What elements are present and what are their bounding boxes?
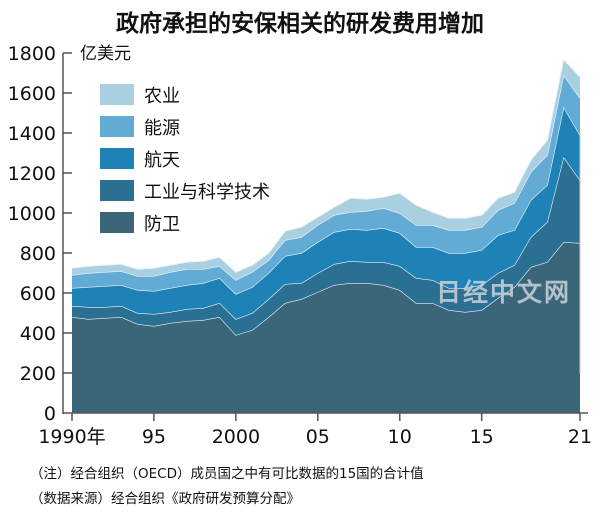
- y-tick-label: 1200: [8, 163, 56, 185]
- y-tick-label: 1600: [8, 83, 56, 105]
- x-tick-label: 95: [142, 426, 166, 448]
- x-tick-label: 10: [388, 426, 412, 448]
- y-tick-label: 0: [44, 403, 56, 425]
- chart-note: （注）经合组织（OECD）成员国之中有可比数据的15国的合计值: [30, 466, 424, 482]
- watermark: 日经中文网: [436, 278, 571, 307]
- legend-label: 能源: [144, 118, 180, 139]
- y-tick-label: 800: [20, 243, 56, 265]
- legend-label: 农业: [144, 86, 180, 107]
- chart-source: （数据来源）经合组织《政府研发预算分配》: [30, 491, 300, 507]
- area-series-4: [72, 59, 580, 280]
- y-axis-unit: 亿美元: [80, 44, 131, 64]
- series-line-4: [71, 57, 581, 273]
- x-tick-label: 05: [306, 426, 330, 448]
- legend-swatch: [100, 180, 134, 201]
- x-tick-label: 21: [568, 426, 592, 448]
- chart-title: 政府承担的安保相关的研发费用增加: [116, 11, 484, 37]
- y-tick-label: 200: [20, 363, 56, 385]
- legend-label: 航天: [144, 150, 180, 171]
- x-tick-label: 1990年: [38, 426, 105, 448]
- y-tick-label: 1800: [8, 43, 56, 65]
- legend-swatch: [100, 116, 134, 137]
- y-tick-label: 600: [20, 283, 56, 305]
- area-series-3: [72, 75, 580, 294]
- area-series-2: [72, 107, 580, 319]
- legend-swatch: [100, 148, 134, 169]
- y-tick-label: 1000: [8, 203, 56, 225]
- y-tick-label: 1400: [8, 123, 56, 145]
- legend-label: 防卫: [144, 214, 180, 235]
- y-tick-label: 400: [20, 323, 56, 345]
- legend-swatch: [100, 84, 134, 105]
- legend-swatch: [100, 212, 134, 233]
- area-series-1: [72, 157, 580, 335]
- x-tick-label: 2000: [212, 426, 260, 448]
- legend-label: 工业与科学技术: [144, 182, 270, 203]
- x-tick-label: 15: [470, 426, 494, 448]
- area-series-0: [72, 242, 580, 413]
